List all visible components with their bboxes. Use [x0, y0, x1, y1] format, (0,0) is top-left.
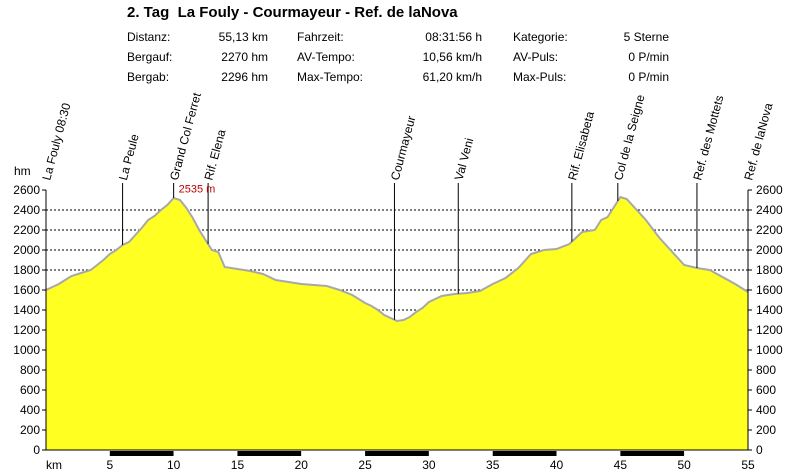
y-tick-label: 1800 — [756, 263, 783, 277]
y-tick-label: 1400 — [756, 303, 783, 317]
distance-bar-segment — [301, 451, 366, 456]
y-tick-label: 1600 — [13, 283, 40, 297]
stat-value: 55,13 km — [218, 30, 268, 44]
y-tick-label: 600 — [756, 383, 776, 397]
y-tick-label: 1200 — [13, 323, 40, 337]
stat-label: Bergauf: — [127, 50, 173, 64]
y-tick-label: 2000 — [756, 243, 783, 257]
y-tick-label: 2400 — [13, 203, 40, 217]
stat-value: 5 Sterne — [623, 30, 669, 44]
y-tick-label: 1000 — [13, 343, 40, 357]
distance-bar-segment — [109, 451, 174, 456]
y-tick-label: 2200 — [756, 223, 783, 237]
y-tick-label: 800 — [756, 363, 776, 377]
waypoint-label: Col de la Seigne — [611, 93, 647, 182]
stat-label: Max-Tempo: — [297, 70, 364, 84]
y-tick-label: 600 — [20, 383, 40, 397]
y-axis-label: hm — [14, 164, 31, 178]
x-tick-label: 20 — [295, 458, 309, 472]
y-tick-label: 400 — [20, 403, 40, 417]
stat-value: 2296 hm — [221, 70, 268, 84]
distance-bar-segment — [173, 451, 238, 456]
distance-bar-segment — [237, 451, 302, 456]
waypoint-label: Ref. de laNova — [741, 101, 775, 182]
y-tick-label: 0 — [756, 443, 763, 457]
stat-value: 0 P/min — [628, 50, 669, 64]
y-tick-label: 2600 — [756, 183, 783, 197]
stat-label: Fahrzeit: — [297, 30, 344, 44]
y-tick-label: 1000 — [756, 343, 783, 357]
y-tick-label: 200 — [756, 423, 776, 437]
waypoint-label: Grand Col Ferret — [167, 91, 204, 182]
stat-value: 10,56 km/h — [422, 50, 482, 64]
distance-bar-segment — [365, 451, 429, 456]
y-tick-label: 400 — [756, 403, 776, 417]
x-axis-ticks: 5 10 15 20 25 30 35 40 45 50 55 — [46, 451, 755, 472]
stat-label: AV-Puls: — [513, 50, 559, 64]
distance-bar-segment — [492, 451, 557, 456]
x-tick-label: 30 — [422, 458, 436, 472]
y-axis-ticks: 0 0 200 200 400 400 600 600 800 800 1000 1000 1200 12… — [13, 183, 783, 457]
distance-bar-segment — [46, 451, 110, 456]
elevation-line — [45, 195, 749, 323]
y-tick-label: 1400 — [13, 303, 40, 317]
x-tick-label: 15 — [231, 458, 245, 472]
stat-value: 61,20 km/h — [422, 70, 482, 84]
x-tick-label: 10 — [167, 458, 181, 472]
stat-value: 08:31:56 h — [425, 30, 482, 44]
x-tick-label: 35 — [486, 458, 500, 472]
plot-frame — [45, 190, 749, 451]
y-tick-label: 2000 — [13, 243, 40, 257]
y-tick-label: 0 — [33, 443, 40, 457]
y-tick-label: 1200 — [756, 323, 783, 337]
waypoint-label: La Fouly 08:30 — [39, 101, 73, 182]
stat-value: 2270 hm — [221, 50, 268, 64]
y-tick-label: 800 — [20, 363, 40, 377]
distance-bar-segment — [684, 451, 748, 456]
waypoint-label: Ref. des Mottets — [690, 94, 726, 182]
y-tick-label: 2400 — [756, 203, 783, 217]
distance-bar-segment — [428, 451, 493, 456]
distance-bar-segment — [556, 451, 621, 456]
stat-label: Max-Puls: — [513, 70, 567, 84]
y-tick-label: 1800 — [13, 263, 40, 277]
max-elevation-label: 2535 m — [179, 184, 216, 196]
elevation-area — [46, 197, 748, 450]
x-tick-label: 50 — [678, 458, 692, 472]
y-tick-label: 1600 — [756, 283, 783, 297]
x-tick-label: 45 — [614, 458, 628, 472]
stat-label: Bergab: — [127, 70, 170, 84]
page-title: 2. Tag La Fouly - Courmayeur - Ref. de l… — [127, 4, 458, 21]
y-tick-label: 2600 — [13, 183, 40, 197]
x-tick-label: 5 — [106, 458, 113, 472]
waypoint-label: La Peule — [116, 132, 142, 182]
waypoint-label: Rif. Elisabeta — [565, 110, 597, 182]
stat-label: Kategorie: — [513, 30, 568, 44]
waypoint-label: Val Veni — [452, 136, 477, 181]
waypoint-label: Courmayeur — [388, 114, 419, 181]
x-tick-label: 55 — [741, 458, 755, 472]
stat-value: 0 P/min — [628, 70, 669, 84]
y-tick-label: 200 — [20, 423, 40, 437]
stat-label: AV-Tempo: — [297, 50, 355, 64]
stat-label: Distanz: — [127, 30, 171, 44]
waypoint-label: Rif. Elena — [201, 128, 228, 182]
x-tick-label: 25 — [358, 458, 372, 472]
x-tick-label: 40 — [550, 458, 564, 472]
distance-bar-segment — [620, 451, 685, 456]
y-tick-label: 2200 — [13, 223, 40, 237]
x-axis-label: km — [46, 458, 62, 472]
